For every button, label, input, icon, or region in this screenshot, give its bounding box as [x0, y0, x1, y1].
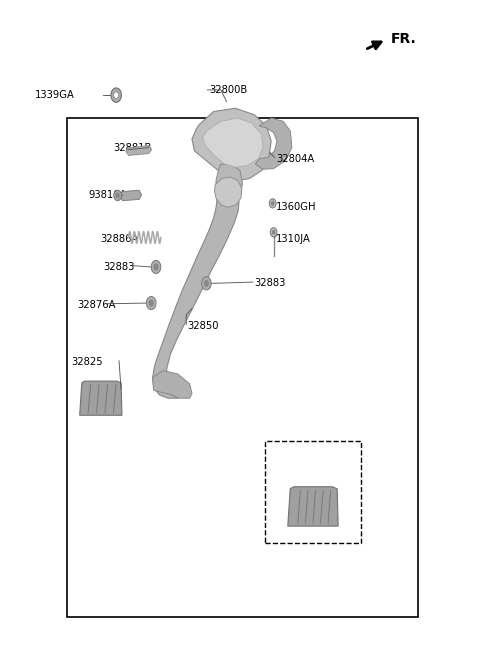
Text: 32850: 32850	[187, 321, 219, 331]
Text: 32800B: 32800B	[209, 85, 247, 95]
Polygon shape	[80, 381, 122, 415]
Polygon shape	[203, 118, 263, 167]
Polygon shape	[215, 177, 242, 207]
Text: 32876A: 32876A	[77, 300, 115, 310]
Circle shape	[116, 193, 120, 198]
Circle shape	[272, 230, 276, 235]
Circle shape	[270, 228, 277, 237]
Text: 1310JA: 1310JA	[276, 234, 311, 244]
Polygon shape	[120, 190, 142, 201]
Bar	[265, 441, 361, 543]
Text: 32825: 32825	[284, 475, 316, 485]
Text: (SUS PAD): (SUS PAD)	[274, 459, 324, 469]
Text: 32883: 32883	[254, 278, 286, 289]
Circle shape	[151, 260, 161, 274]
Circle shape	[114, 190, 121, 201]
Circle shape	[114, 92, 119, 98]
Polygon shape	[153, 371, 192, 398]
Text: 32886A: 32886A	[100, 234, 138, 244]
Polygon shape	[288, 487, 338, 526]
Circle shape	[146, 297, 156, 310]
Circle shape	[204, 280, 209, 287]
Text: 93810A: 93810A	[89, 190, 127, 200]
Circle shape	[154, 263, 158, 270]
Text: 32825: 32825	[71, 357, 103, 367]
Circle shape	[202, 277, 211, 290]
Polygon shape	[126, 146, 152, 155]
Bar	[67, 118, 418, 617]
Circle shape	[149, 299, 154, 307]
Text: 32881B: 32881B	[113, 142, 151, 153]
Polygon shape	[192, 108, 271, 180]
Text: 32883: 32883	[103, 262, 134, 272]
Circle shape	[111, 88, 121, 102]
Text: 32804A: 32804A	[276, 154, 314, 164]
Polygon shape	[153, 188, 239, 398]
Text: 1360GH: 1360GH	[276, 201, 316, 212]
Circle shape	[271, 201, 275, 206]
Polygon shape	[255, 118, 292, 169]
Text: 1339GA: 1339GA	[35, 90, 74, 100]
Polygon shape	[216, 164, 242, 206]
Text: FR.: FR.	[391, 32, 417, 47]
Circle shape	[269, 199, 276, 208]
